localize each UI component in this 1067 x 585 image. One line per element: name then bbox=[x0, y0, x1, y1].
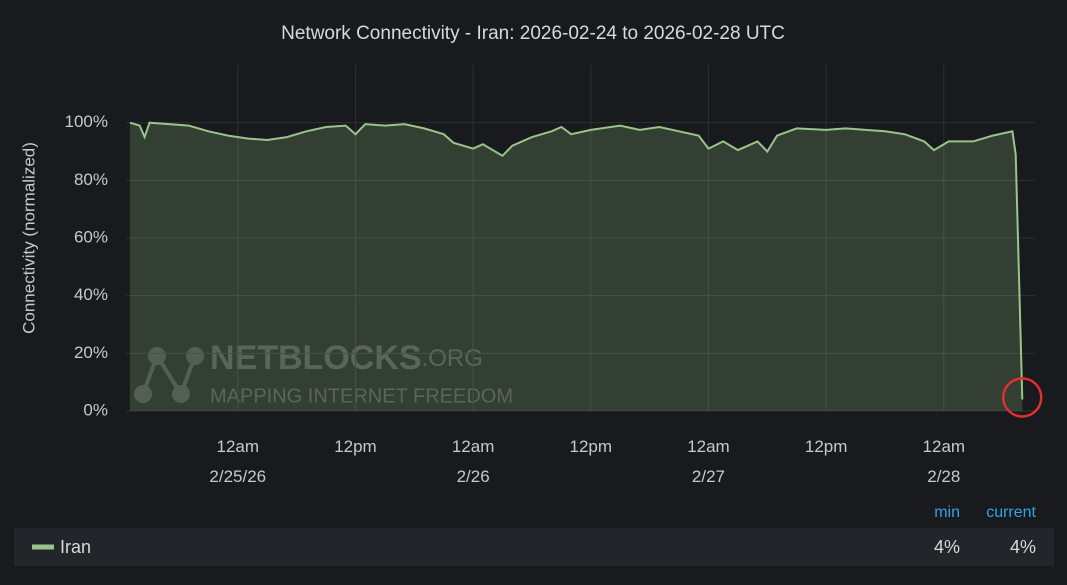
x-tick-label: 12pm bbox=[804, 437, 848, 456]
legend-label: Iran bbox=[60, 537, 91, 557]
legend-column-header: min bbox=[934, 504, 960, 521]
x-tick-label: 12am 2/26 bbox=[451, 437, 495, 486]
y-tick-label: 40% bbox=[74, 285, 108, 304]
y-tick-label: 20% bbox=[74, 343, 108, 362]
y-tick-label: 100% bbox=[65, 112, 108, 131]
y-tick-label: 80% bbox=[74, 170, 108, 189]
legend-stat-value: 4% bbox=[934, 537, 960, 557]
watermark-tagline: MAPPING INTERNET FREEDOM bbox=[210, 385, 513, 407]
area bbox=[129, 122, 1023, 411]
highlight-circle bbox=[1002, 377, 1043, 418]
watermark-name-text: NETBLOCKS bbox=[210, 339, 422, 377]
x-tick-label: 12pm bbox=[569, 437, 613, 456]
y-tick-label: 60% bbox=[74, 227, 108, 246]
y-axis-label: Connectivity (normalized) bbox=[19, 142, 38, 334]
watermark-name: NETBLOCKS.ORG bbox=[210, 339, 483, 377]
legend-row bbox=[14, 528, 1054, 566]
line bbox=[129, 121, 1024, 400]
grid bbox=[126, 65, 1035, 412]
legend-stat-value: 4% bbox=[1010, 537, 1036, 557]
legend-column-header: current bbox=[986, 504, 1036, 521]
y-tick-label: 0% bbox=[83, 400, 108, 419]
x-tick-label: 12am 2/28 bbox=[922, 437, 966, 486]
watermark: NETBLOCKS.ORG MAPPING INTERNET FREEDOM bbox=[134, 339, 513, 407]
x-tick-label: 12pm bbox=[334, 437, 377, 456]
x-tick-label: 12am 2/25/26 bbox=[209, 437, 267, 486]
x-tick-label: 12am 2/27 bbox=[687, 437, 730, 486]
chart-title: Network Connectivity - Iran: 2026-02-24 … bbox=[281, 23, 785, 44]
